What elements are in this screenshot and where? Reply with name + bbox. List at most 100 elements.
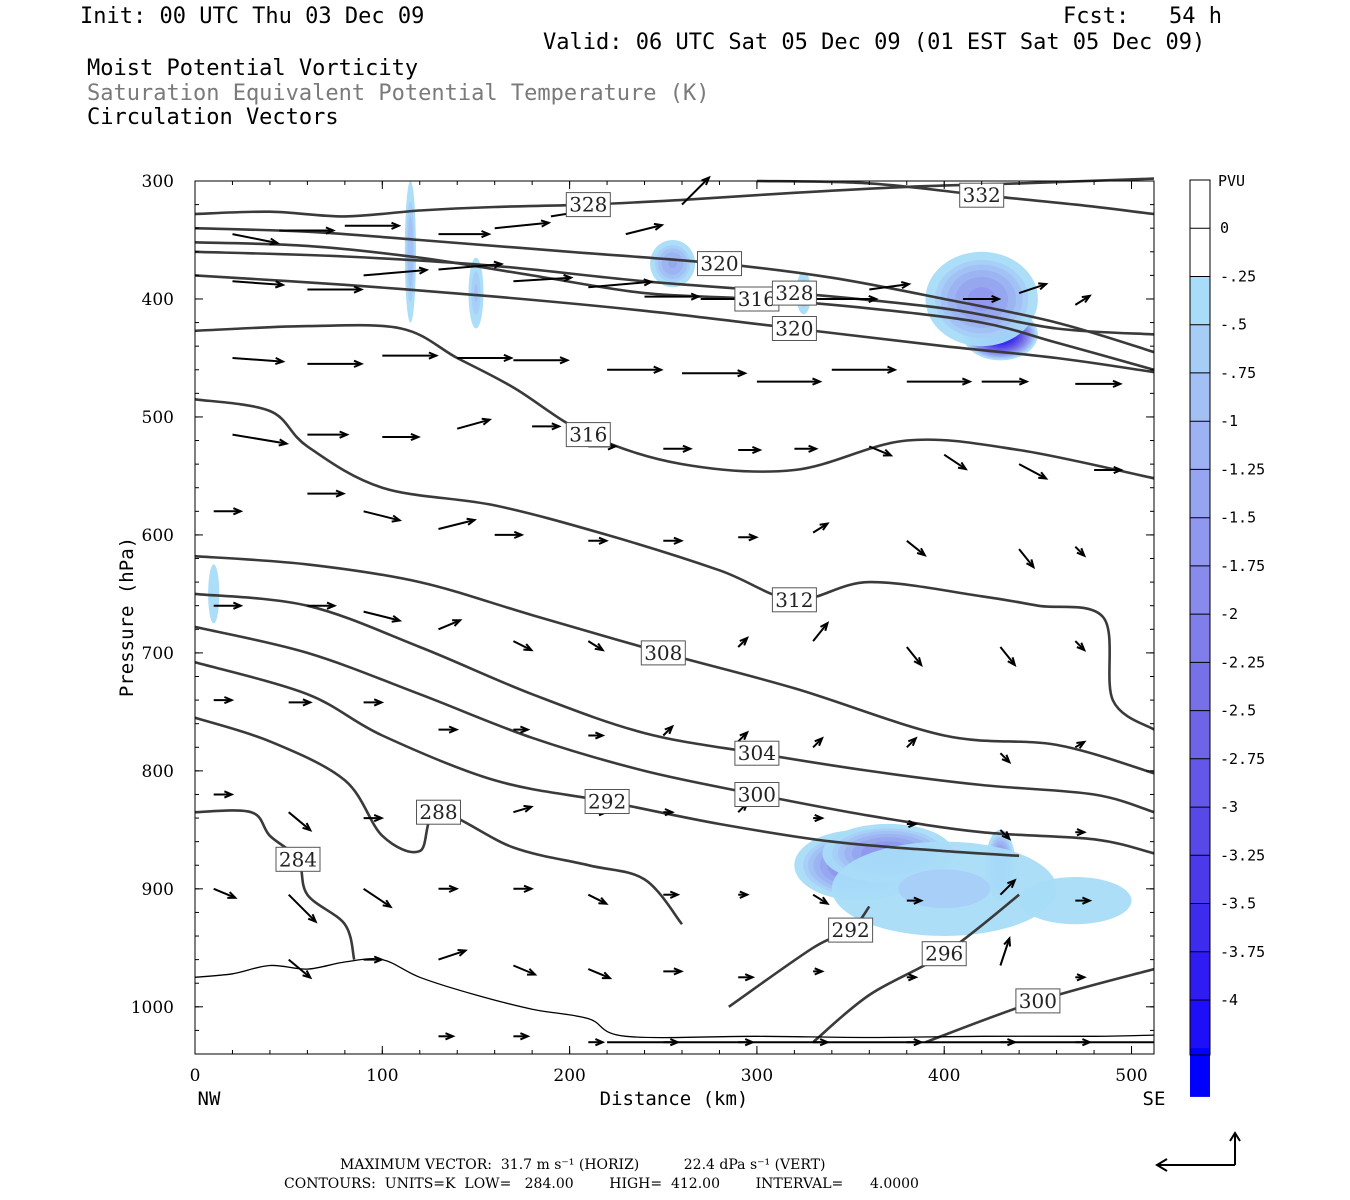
circulation-vector bbox=[662, 724, 675, 737]
vector-head bbox=[373, 698, 385, 707]
contour-label: 328 bbox=[775, 281, 813, 305]
circulation-vector bbox=[213, 887, 238, 899]
vector-head bbox=[653, 365, 664, 374]
contour-info-note: CONTOURS: UNITS=K LOW= 284.00 HIGH= 412.… bbox=[284, 1176, 919, 1192]
circulation-vector bbox=[513, 804, 534, 814]
vector-head bbox=[1007, 657, 1017, 668]
circulation-vector bbox=[999, 936, 1011, 966]
contour-label-box bbox=[565, 422, 611, 448]
colorbar-swatch bbox=[1190, 855, 1210, 904]
vector-head bbox=[335, 489, 346, 498]
vector-shaft bbox=[288, 958, 311, 979]
contour-label: 320 bbox=[700, 252, 738, 276]
circulation-vector bbox=[812, 621, 830, 642]
vector-shaft bbox=[363, 887, 392, 908]
vector-head bbox=[551, 422, 562, 431]
vector-shaft bbox=[1018, 548, 1035, 568]
vector-shaft bbox=[438, 519, 475, 530]
vector-head bbox=[819, 1038, 831, 1047]
vector-head bbox=[820, 621, 830, 632]
vector-head bbox=[1081, 294, 1092, 303]
vector-shaft bbox=[438, 949, 466, 961]
vector-head bbox=[913, 1038, 924, 1047]
pv-blob-9 bbox=[404, 181, 416, 323]
contour-label-box bbox=[416, 799, 461, 825]
contour-label: 332 bbox=[963, 183, 1001, 207]
circulation-vector bbox=[438, 884, 460, 893]
colorbar-label: -3.5 bbox=[1220, 895, 1256, 913]
circulation-vector bbox=[438, 619, 463, 631]
vector-shaft bbox=[232, 233, 278, 245]
circulation-vector bbox=[513, 964, 538, 976]
circulation-vector bbox=[438, 230, 492, 239]
circulation-vector bbox=[513, 1032, 531, 1041]
vector-head bbox=[452, 619, 463, 627]
colorbar-label: -1 bbox=[1220, 412, 1238, 430]
circulation-vector bbox=[812, 893, 830, 906]
vector-head bbox=[962, 377, 973, 386]
pv-blob-10 bbox=[468, 257, 484, 329]
vector-head bbox=[373, 955, 385, 964]
contour-label: 316 bbox=[738, 287, 776, 311]
colorbar-swatch bbox=[1190, 758, 1210, 808]
vector-head bbox=[594, 642, 605, 652]
vector-head bbox=[520, 1032, 531, 1041]
circulation-vector bbox=[738, 533, 759, 542]
circulation-vector bbox=[213, 790, 235, 799]
circulation-vector bbox=[588, 1038, 606, 1047]
y-tick-label: 700 bbox=[142, 644, 174, 664]
circulation-vector bbox=[1074, 294, 1092, 306]
vector-head bbox=[1001, 831, 1012, 841]
circulation-vector bbox=[363, 955, 385, 964]
circulation-vector bbox=[906, 377, 973, 386]
vector-head bbox=[664, 808, 675, 817]
circulation-vector bbox=[813, 294, 879, 304]
circulation-vector bbox=[794, 444, 819, 453]
vector-head bbox=[812, 377, 823, 386]
x-axis-label: Distance (km) bbox=[600, 1088, 749, 1110]
vector-head bbox=[353, 359, 364, 368]
vector-head bbox=[744, 1038, 756, 1047]
circulation-vector bbox=[363, 510, 403, 523]
vector-scale-icon bbox=[1155, 1131, 1241, 1172]
vector-head bbox=[1076, 973, 1087, 982]
circulation-vector bbox=[288, 811, 313, 832]
vector-head bbox=[673, 536, 684, 545]
circulation-vector bbox=[663, 890, 681, 899]
circulation-vector bbox=[307, 430, 350, 439]
vector-shaft bbox=[812, 522, 829, 534]
forecast-hour: Fcst: 54 h bbox=[1063, 4, 1222, 29]
vector-shaft bbox=[587, 640, 604, 651]
vector-head bbox=[339, 430, 350, 439]
vector-head bbox=[448, 725, 460, 734]
circulation-vector bbox=[363, 698, 385, 707]
circulation-vector bbox=[288, 698, 313, 707]
field-title-2: Saturation Equivalent Potential Temperat… bbox=[87, 81, 710, 106]
circulation-vector bbox=[738, 890, 750, 899]
vector-head bbox=[1038, 471, 1049, 480]
vector-shaft bbox=[1018, 283, 1047, 295]
circulation-vector bbox=[607, 365, 664, 374]
vector-head bbox=[520, 725, 531, 734]
circulation-vector bbox=[587, 640, 605, 652]
vector-head bbox=[307, 913, 318, 924]
colorbar-label: -2.75 bbox=[1220, 750, 1265, 768]
y-tick-label: 600 bbox=[142, 526, 174, 546]
vector-shaft bbox=[232, 357, 283, 363]
vector-head bbox=[643, 278, 654, 287]
circulation-vector bbox=[906, 819, 919, 829]
colorbar-label: -2.25 bbox=[1220, 653, 1265, 671]
circulation-vector bbox=[588, 731, 606, 740]
colorbar-label: -3 bbox=[1220, 798, 1238, 816]
circulation-vector bbox=[363, 813, 385, 823]
vector-head bbox=[682, 444, 693, 453]
vector-head bbox=[664, 724, 675, 735]
vector-head bbox=[669, 1038, 681, 1047]
circulation-vector bbox=[232, 433, 290, 447]
vector-head bbox=[302, 698, 313, 707]
x-tick-label: 0 bbox=[190, 1066, 201, 1086]
vector-head bbox=[353, 285, 364, 294]
circulation-vector bbox=[307, 285, 364, 294]
circulation-vector bbox=[682, 369, 748, 378]
vector-head bbox=[1007, 878, 1017, 889]
